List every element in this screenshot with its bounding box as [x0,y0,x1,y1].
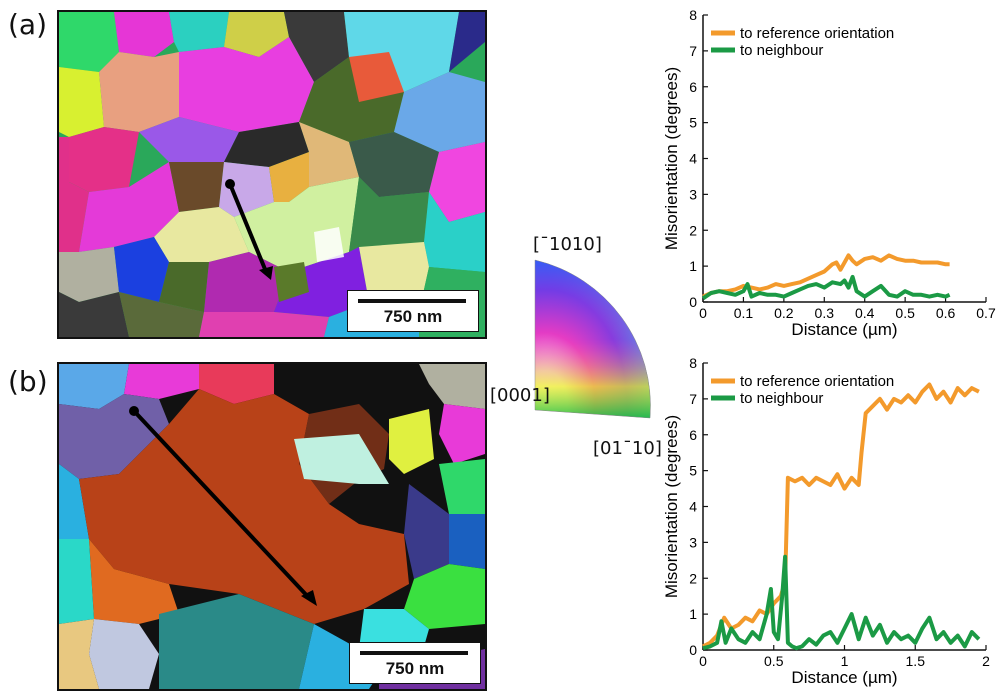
y-tick-label-b: 5 [689,463,697,479]
y-tick-label-b: 4 [689,499,697,515]
misorientation-chart-a: 0 1 2 3 4 5 6 7 8 0 0.1 0.2 0.3 0.4 0.5 0.6 0.7 Distance … [662,7,996,339]
y-tick-label-a: 7 [689,43,697,59]
x-tick-label-a: 0 [699,305,707,321]
misorientation-chart-b: 0 1 2 3 4 5 6 7 8 0 0.5 1 1.5 2 Distance (µm) Misorient… [662,355,990,687]
x-tick-label-a: 0.5 [895,305,915,321]
ipf-color-key [534,259,651,419]
chart-b-container: 0 1 2 3 4 5 6 7 8 0 0.5 1 1.5 2 Distance (µm) Misorient… [660,350,1005,699]
x-tick-label-b: 1.5 [906,653,926,669]
y-tick-label-a: 6 [689,79,697,95]
scale-bar-b: 750 nm [349,642,481,684]
y-axis-label-a: Misorientation (degrees) [662,67,681,250]
ebsd-grain-map-a [59,12,485,337]
x-tick-label-b: 0.5 [764,653,784,669]
legend-label-b: to reference orientation [740,373,894,390]
y-tick-label-b: 7 [689,391,697,407]
scale-bar-line-a [358,299,466,303]
series-line-neighbour-a [701,274,951,301]
x-tick-label-b: 0 [699,653,707,669]
y-tick-label-a: 1 [689,258,697,274]
ipf-label-right: [01¯10] [593,438,662,459]
y-tick-label-a: 0 [689,294,697,310]
y-tick-label-b: 8 [689,355,697,371]
ipf-label-left: [0001] [490,385,550,406]
scale-bar-label-a: 750 nm [383,307,443,326]
ebsd-grain-map-b [59,364,485,689]
x-tick-label-a: 0.7 [976,305,996,321]
y-tick-label-a: 3 [689,186,697,202]
x-tick-label-b: 2 [982,653,990,669]
y-tick-label-b: 0 [689,642,697,658]
y-tick-label-a: 4 [689,151,697,167]
y-tick-label-b: 6 [689,427,697,443]
y-tick-label-a: 8 [689,7,697,23]
x-tick-label-b: 1 [841,653,849,669]
scale-bar-a: 750 nm [347,290,479,332]
y-tick-label-a: 2 [689,222,697,238]
ebsd-map-a: 750 nm [57,10,487,339]
y-tick-label-b: 2 [689,570,697,586]
y-tick-label-b: 3 [689,534,697,550]
y-axis-label-b: Misorientation (degrees) [662,415,681,598]
x-tick-label-a: 0.1 [734,305,754,321]
legend-label-b: to neighbour [740,390,823,407]
legend-label-a: to neighbour [740,42,823,59]
chart-a-container: 0 1 2 3 4 5 6 7 8 0 0.1 0.2 0.3 0.4 0.5 0.6 0.7 Distance … [660,2,1005,352]
series-line-neighbour-b [702,554,981,651]
scale-bar-line-b [360,651,468,655]
panel-label-b: (b) [8,365,48,398]
series-line-reference-a [702,253,950,299]
ebsd-map-b: 750 nm [57,362,487,691]
ipf-label-top: [¯1010] [533,234,602,255]
y-tick-label-a: 5 [689,115,697,131]
x-tick-label-a: 0.2 [774,305,794,321]
x-tick-label-a: 0.3 [815,305,835,321]
x-tick-label-a: 0.6 [936,305,956,321]
x-axis-label-b: Distance (µm) [791,668,897,687]
panel-label-a: (a) [8,8,48,41]
scale-bar-label-b: 750 nm [385,659,445,678]
legend-label-a: to reference orientation [740,25,894,42]
y-tick-label-b: 1 [689,606,697,622]
series-line-reference-b [702,382,980,649]
x-axis-label-a: Distance (µm) [791,320,897,339]
x-tick-label-a: 0.4 [855,305,875,321]
